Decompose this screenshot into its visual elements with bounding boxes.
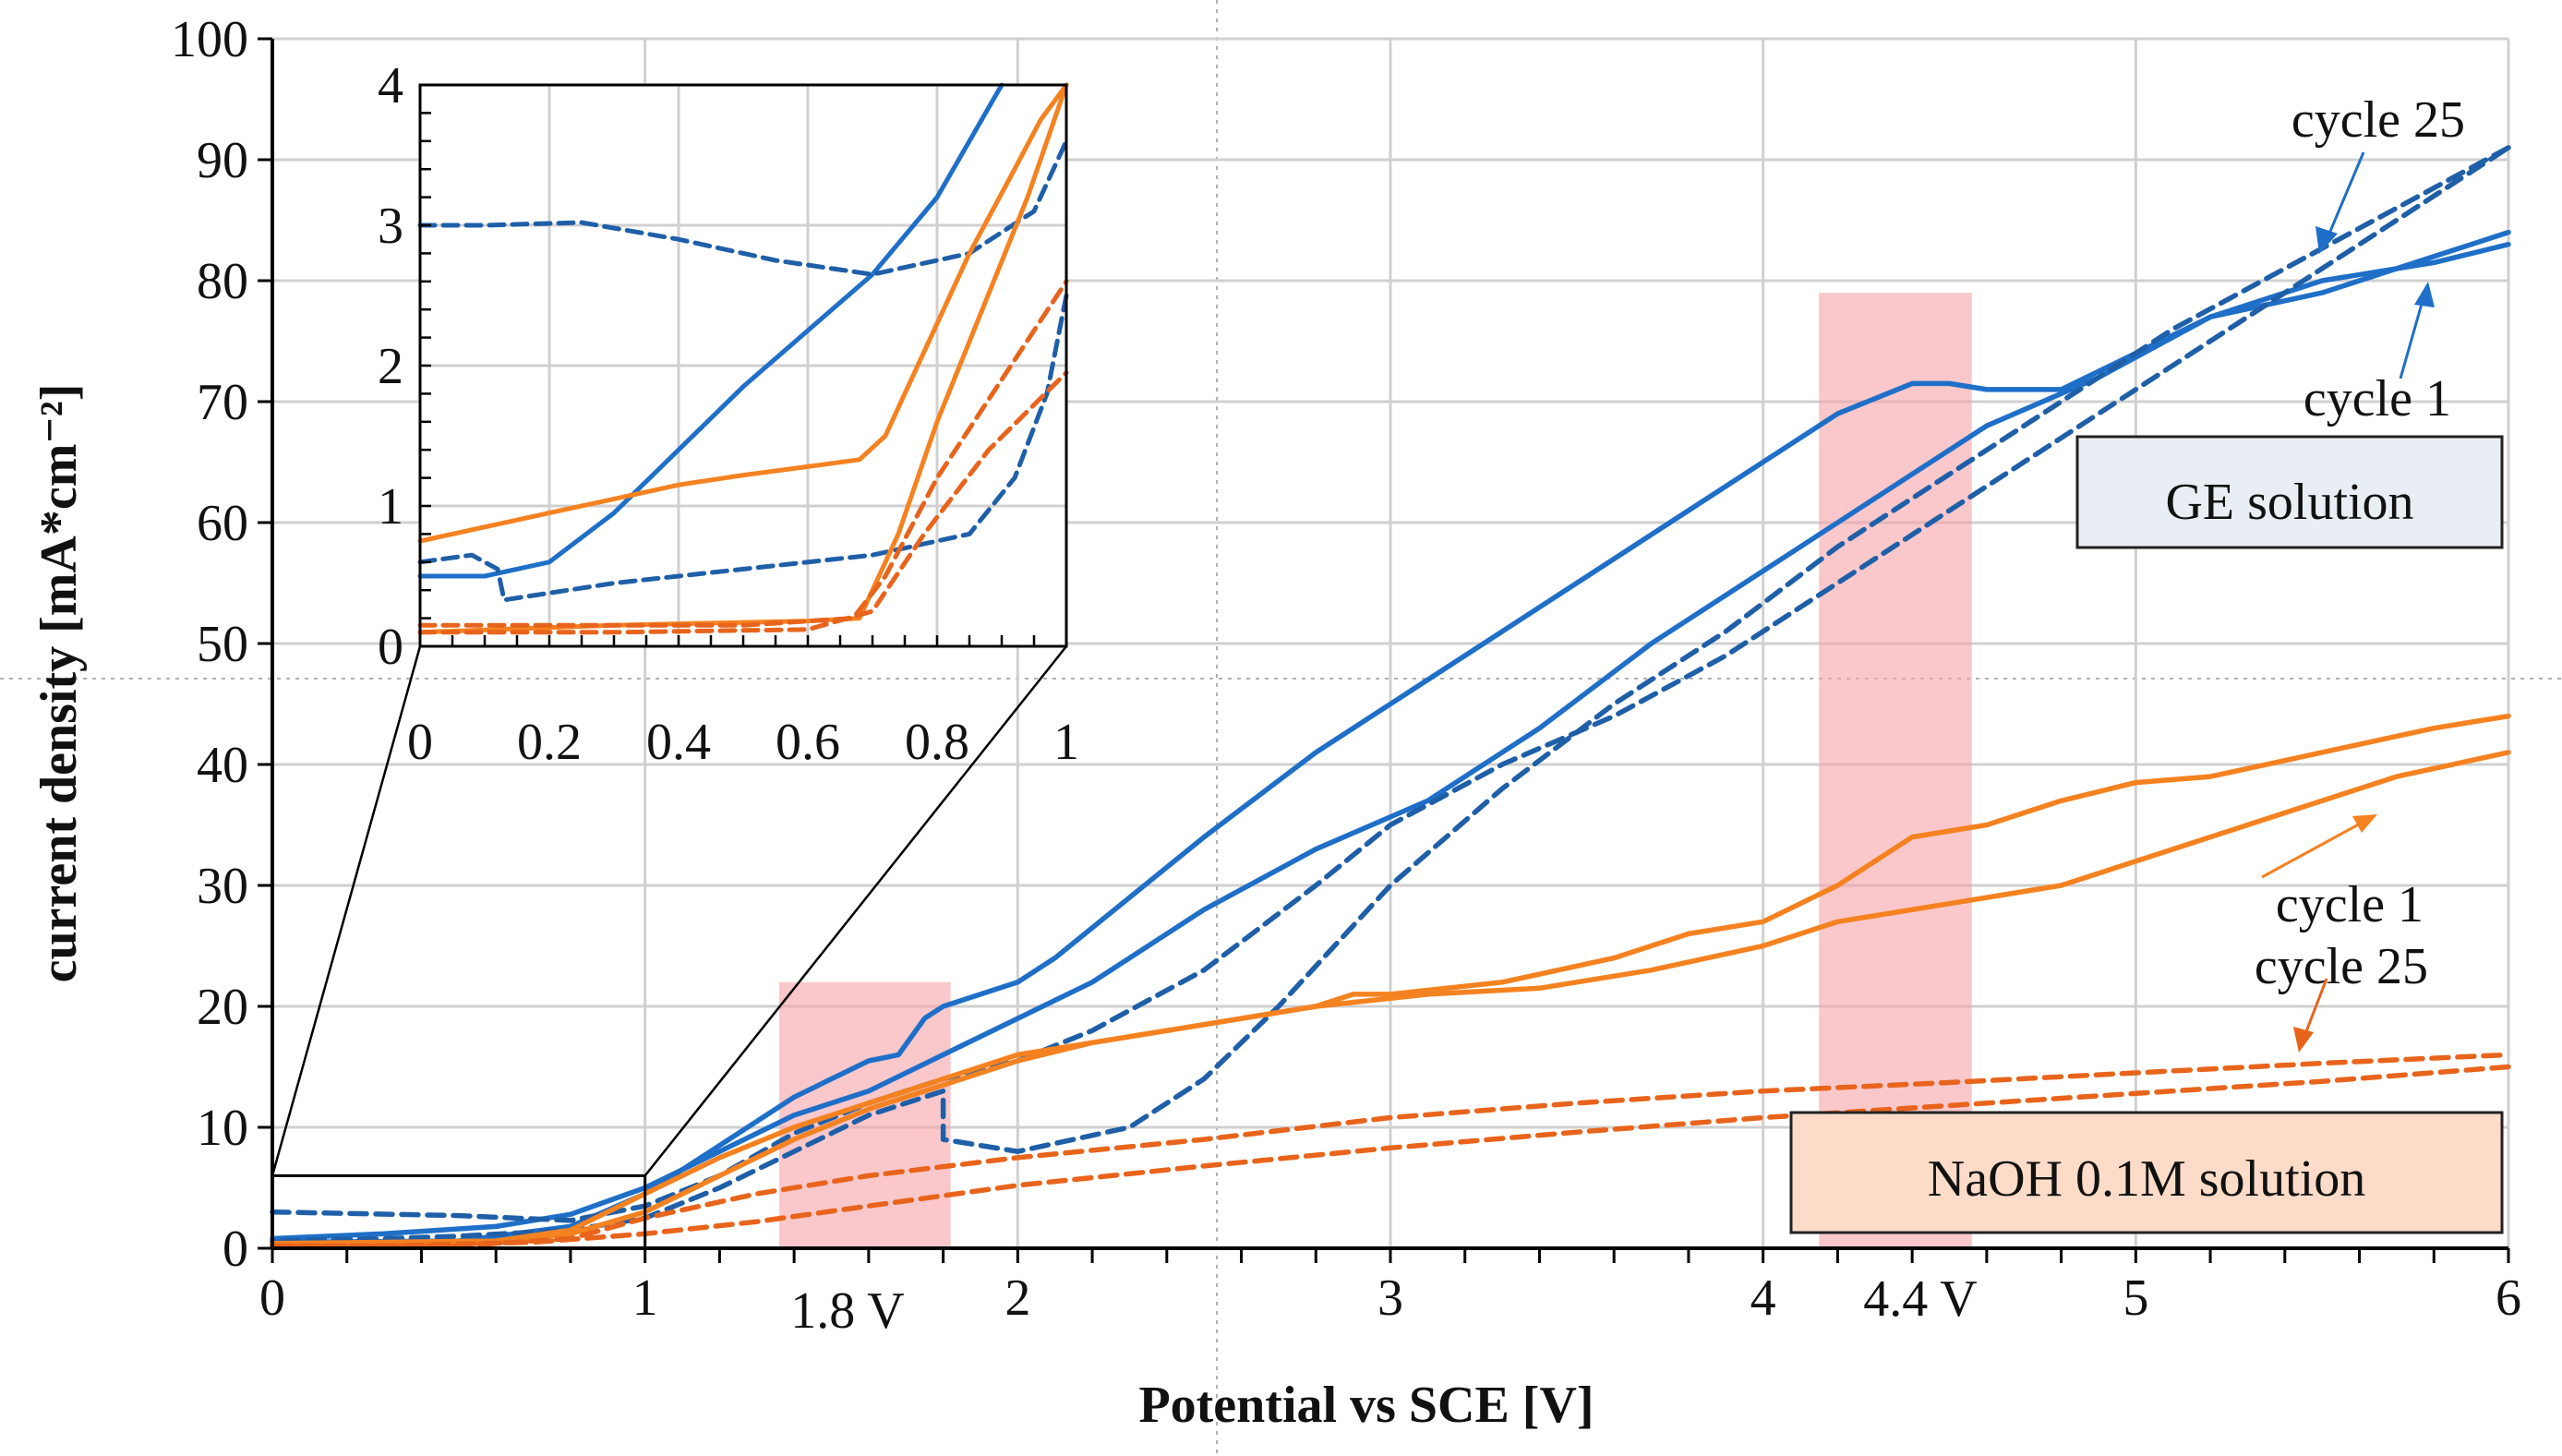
x-axis-title: Potential vs SCE [V] bbox=[1138, 1377, 1594, 1434]
inset-y-tick-label-0: 0 bbox=[378, 619, 403, 676]
ge-cycle-25-arrow bbox=[2325, 151, 2365, 241]
ge-cycle-1-arrowhead bbox=[2414, 282, 2435, 307]
inset-y-tick-label-3: 3 bbox=[378, 198, 403, 255]
x-tick-label-2: 2 bbox=[1004, 1269, 1030, 1327]
annotation-arrows bbox=[2261, 151, 2435, 1053]
naoh-cycle-25-label: cycle 25 bbox=[2255, 938, 2428, 995]
inset-x-tick-label-5: 1 bbox=[1053, 714, 1079, 771]
naoh-cycle-1-arrowhead bbox=[2352, 814, 2377, 833]
ge-cycle-25-label: cycle 25 bbox=[2291, 91, 2465, 149]
x-tick-label-6: 6 bbox=[2496, 1269, 2521, 1327]
ge-solution-box bbox=[2075, 435, 2504, 549]
inset-series-line-0 bbox=[417, 82, 1004, 579]
series-line-6 bbox=[270, 1052, 2511, 1249]
zoom-region-rect bbox=[271, 1173, 647, 1250]
inset-x-tick-label-0: 0 bbox=[407, 714, 433, 771]
x-tick-label-1: 1 bbox=[632, 1269, 658, 1327]
y-tick-label-9: 90 bbox=[197, 132, 248, 189]
inset-y-tick-label-1: 1 bbox=[378, 478, 403, 535]
inset-x-tick-label-1: 0.2 bbox=[517, 714, 582, 771]
inset-series bbox=[417, 82, 1069, 635]
inset-x-tick-label-4: 0.8 bbox=[905, 714, 969, 771]
y-tick-label-5: 50 bbox=[197, 616, 248, 673]
y-tick-label-7: 70 bbox=[197, 374, 248, 431]
inset-series-line-5 bbox=[417, 279, 1069, 628]
x-tick-label-3: 3 bbox=[1377, 1269, 1403, 1327]
main-series bbox=[270, 145, 2511, 1249]
x-tick-label-4: 4 bbox=[1750, 1269, 1776, 1327]
y-tick-label-1: 10 bbox=[197, 1100, 248, 1157]
naoh-solution-box bbox=[1789, 1111, 2504, 1234]
inset-axes bbox=[418, 83, 1068, 648]
naoh-cycle-25-arrow bbox=[2302, 978, 2328, 1040]
inset-y-tick-label-2: 2 bbox=[378, 338, 403, 395]
band-label-1-8v: 1.8 V bbox=[790, 1282, 904, 1340]
ge-cycle-1-arrow bbox=[2399, 296, 2425, 379]
inset-series-line-2 bbox=[417, 293, 1069, 603]
y-tick-label-3: 30 bbox=[197, 858, 248, 915]
zoom-connector-left bbox=[271, 645, 422, 1176]
y-tick-label-8: 80 bbox=[197, 253, 248, 310]
inset-chart: 0 0.2 0.4 0.6 0.8 1 0 1 2 3 4 bbox=[378, 57, 1079, 771]
ge-cycle-25-arrowhead bbox=[2315, 226, 2338, 254]
x-tick-label-5: 5 bbox=[2123, 1269, 2148, 1327]
zoom-connector-right bbox=[644, 645, 1067, 1177]
y-tick-label-10: 100 bbox=[171, 11, 248, 68]
y-tick-label-0: 0 bbox=[223, 1221, 248, 1278]
x-tick-label-0: 0 bbox=[259, 1269, 285, 1327]
series-line-4 bbox=[270, 713, 2511, 1247]
y-tick-label-6: 60 bbox=[197, 495, 248, 552]
naoh-solution-label: NaOH 0.1M solution bbox=[1928, 1150, 2365, 1208]
y-tick-label-2: 20 bbox=[197, 979, 248, 1036]
series-line-7 bbox=[270, 1064, 2511, 1249]
inset-tick-labels: 0 0.2 0.4 0.6 0.8 1 0 1 2 3 4 bbox=[378, 57, 1079, 771]
series-line-0 bbox=[270, 241, 2511, 1245]
inset-series-line-3 bbox=[417, 82, 1069, 544]
inset-x-tick-label-3: 0.6 bbox=[776, 714, 840, 771]
y-tick-label-4: 40 bbox=[197, 737, 248, 794]
inset-y-tick-label-4: 4 bbox=[378, 57, 403, 114]
ge-solution-label: GE solution bbox=[2165, 474, 2413, 531]
inset-series-line-6 bbox=[417, 370, 1069, 635]
band-label-4-4v: 4.4 V bbox=[1863, 1270, 1977, 1328]
naoh-cycle-1-label: cycle 1 bbox=[2276, 876, 2424, 933]
y-axis-title: current density [mA*cm⁻²] bbox=[30, 384, 88, 983]
series-line-5 bbox=[270, 750, 2511, 1246]
ge-cycle-1-label: cycle 1 bbox=[2303, 370, 2451, 427]
zoom-indicator bbox=[271, 645, 1067, 1250]
inset-series-line-1 bbox=[417, 138, 1069, 277]
inset-x-tick-label-2: 0.4 bbox=[646, 714, 711, 771]
naoh-cycle-25-arrowhead bbox=[2293, 1027, 2314, 1053]
naoh-cycle-1-arrow bbox=[2261, 820, 2364, 879]
